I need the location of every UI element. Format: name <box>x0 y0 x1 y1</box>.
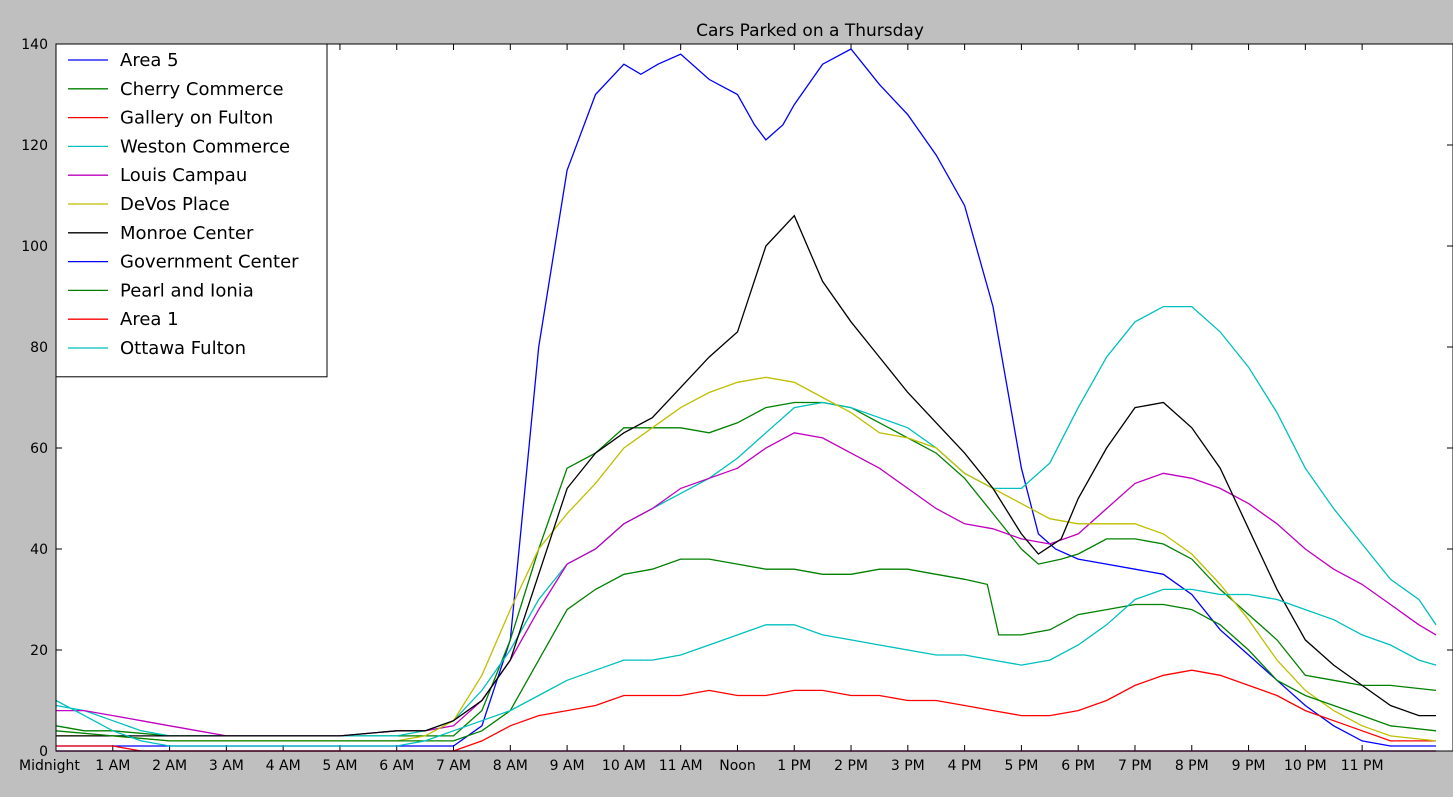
x-tick-label: 8 PM <box>1175 758 1209 774</box>
x-tick-label: 1 PM <box>777 758 811 774</box>
legend-label: Gallery on Fulton <box>120 108 273 129</box>
legend-box <box>55 43 328 378</box>
y-tick-label: 80 <box>30 340 48 356</box>
plot-area-frame <box>55 43 1453 752</box>
x-tick-label: 9 PM <box>1232 758 1266 774</box>
x-tick-label: Midnight <box>19 758 80 774</box>
y-tick-label: 60 <box>30 441 48 457</box>
x-tick-label: 4 PM <box>948 758 982 774</box>
series-line-ottawa-fulton <box>55 588 1437 747</box>
y-tick-label: 40 <box>30 542 48 558</box>
x-tick-label: 9 AM <box>550 758 585 774</box>
legend: Area 5 Cherry Commerce Gallery on Fulton We… <box>55 43 328 378</box>
x-tick-label: 3 AM <box>209 758 244 774</box>
legend-label: Ottawa Fulton <box>120 338 246 359</box>
chart-title: Cars Parked on a Thursday <box>696 21 924 41</box>
series-line-devos-place <box>56 376 1437 742</box>
x-tick-label: 6 AM <box>379 758 414 774</box>
x-tick-label: 7 PM <box>1118 758 1152 774</box>
x-tick-label: 7 AM <box>436 758 471 774</box>
y-axis: 0 20 40 60 80 100 120 140 <box>21 37 1453 760</box>
y-tick-label: 140 <box>21 37 48 53</box>
legend-label: Area 1 <box>120 309 179 330</box>
y-tick-label: 100 <box>21 239 48 255</box>
x-tick-label: 8 AM <box>493 758 528 774</box>
x-tick-label: 11 PM <box>1341 758 1384 774</box>
x-tick-label: 5 AM <box>322 758 357 774</box>
x-tick-label: Noon <box>719 758 755 774</box>
x-tick-label: 2 PM <box>834 758 868 774</box>
series-line-pearl-and-ionia <box>55 558 1437 742</box>
y-tick-label: 0 <box>39 744 48 760</box>
legend-label: Weston Commerce <box>120 136 290 157</box>
y-tick-label: 20 <box>30 643 48 659</box>
x-tick-label: 11 AM <box>659 758 703 774</box>
legend-label: Cherry Commerce <box>120 79 284 100</box>
legend-label: Area 5 <box>120 50 179 71</box>
x-tick-label: 2 AM <box>152 758 187 774</box>
y-tick-label: 120 <box>21 138 48 154</box>
x-tick-label: 4 AM <box>266 758 301 774</box>
series-line-monroe-center <box>56 214 1436 737</box>
x-tick-label: 6 PM <box>1061 758 1095 774</box>
legend-label: Monroe Center <box>120 223 254 244</box>
x-tick-label: 5 PM <box>1004 758 1038 774</box>
x-tick-label: 10 PM <box>1284 758 1327 774</box>
x-tick-label: 3 PM <box>891 758 925 774</box>
x-tick-label: 10 AM <box>602 758 646 774</box>
legend-label: DeVos Place <box>120 194 230 215</box>
legend-label: Government Center <box>120 252 299 273</box>
x-tick-label: 1 AM <box>95 758 130 774</box>
x-axis: Midnight 1 AM 2 AM 3 AM 4 AM 5 AM 6 AM 7 AM 8 AM… <box>19 44 1384 774</box>
legend-label: Pearl and Ionia <box>120 280 254 301</box>
legend-label: Louis Campau <box>120 165 247 186</box>
